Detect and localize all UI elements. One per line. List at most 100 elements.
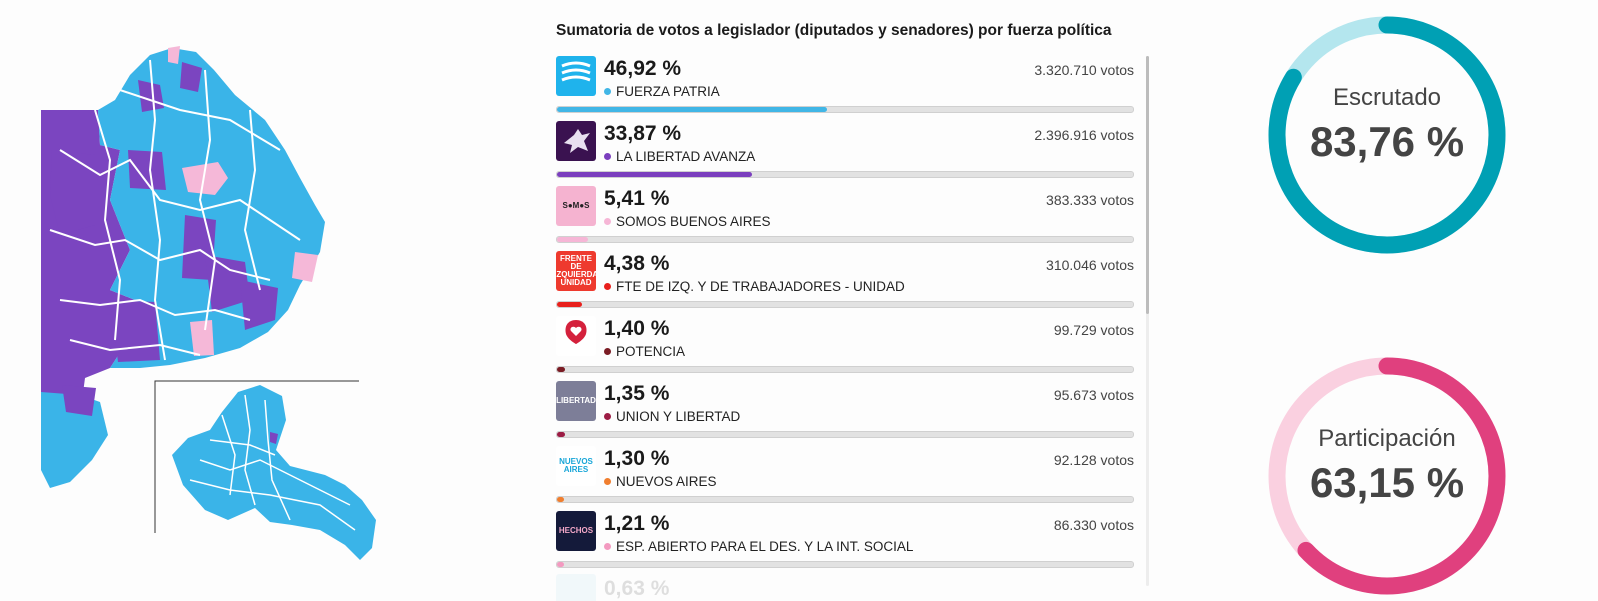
party-votes: 383.333 votos [1046, 192, 1134, 208]
party-name: LA LIBERTAD AVANZA [604, 149, 755, 164]
party-bar-track [556, 301, 1134, 308]
map-pink-center [182, 162, 228, 195]
list-scrollbar[interactable] [1146, 56, 1149, 586]
nuevos-aires-logo-icon: NUEVOS AIRES [556, 446, 596, 486]
party-bar [557, 302, 583, 307]
party-bar-track [556, 106, 1134, 113]
party-percentage: 1,40 % [604, 317, 670, 340]
party-row-partial[interactable]: 0,63 % [556, 574, 1134, 601]
party-bar [557, 237, 589, 242]
map-pink-north [168, 46, 180, 64]
party-percentage: 46,92 % [604, 57, 682, 80]
party-name-text: UNION Y LIBERTAD [616, 409, 741, 424]
party-name-text: ESP. ABIERTO PARA EL DES. Y LA INT. SOCI… [616, 539, 914, 554]
party-name-text: FUERZA PATRIA [616, 84, 720, 99]
party-name: FUERZA PATRIA [604, 84, 720, 99]
party-row[interactable]: HECHOS 1,21 % 86.330 votos ESP. ABIERTO PAR… [556, 509, 1134, 574]
party-bar [557, 172, 753, 177]
escrutado-label: Escrutado [1332, 84, 1442, 111]
fuerza-patria-logo-icon [556, 56, 596, 96]
gba-inset-map[interactable] [154, 380, 376, 560]
escrutado-gauge-arc [1268, 16, 1506, 254]
party-percentage: 1,21 % [604, 512, 670, 535]
party-color-dot [604, 413, 611, 420]
inset-blue-area [172, 385, 376, 560]
party-name-text: POTENCIA [616, 344, 686, 359]
party-bar [557, 367, 566, 372]
party-bar-track [556, 366, 1134, 373]
map-pink-south [190, 320, 214, 356]
party-bar-track [556, 561, 1134, 568]
party-name: FTE DE IZQ. Y DE TRABAJADORES - UNIDAD [604, 279, 905, 294]
map-purple-se [205, 255, 250, 312]
libertad-avanza-logo-icon [556, 121, 596, 161]
party-results-list[interactable]: 46,92 % 3.320.710 votos FUERZA PATRIA 33,87… [556, 54, 1134, 601]
party-name-text: SOMOS BUENOS AIRES [616, 214, 771, 229]
party-row[interactable]: 1,40 % 99.729 votos POTENCIA [556, 314, 1134, 379]
party-percentage: 5,41 % [604, 187, 670, 210]
party-color-dot [604, 88, 611, 95]
party-votes: 86.330 votos [1053, 517, 1134, 533]
participacion-gauge-arc [1268, 357, 1506, 595]
party-votes: 95.673 votos [1053, 387, 1134, 403]
party-votes: 3.320.710 votos [1034, 62, 1134, 78]
party-votes: 99.729 votos [1053, 322, 1134, 338]
party-bar-track [556, 236, 1134, 243]
participacion-label: Participación [1318, 425, 1456, 452]
party-bar-track [556, 431, 1134, 438]
map-purple-coast [240, 280, 278, 330]
party-row[interactable]: NUEVOS AIRES 1,30 % 92.128 votos NUEVOS AIR… [556, 444, 1134, 509]
party-percentage: 0,63 % [604, 577, 670, 600]
party-color-dot [604, 218, 611, 225]
party-bar [557, 562, 564, 567]
party-row[interactable]: LIBERTAD 1,35 % 95.673 votos UNION Y LIBERT… [556, 379, 1134, 444]
party-bar [557, 107, 828, 112]
party-name: UNION Y LIBERTAD [604, 409, 740, 424]
party-bar [557, 497, 565, 502]
main-province-map[interactable] [41, 46, 325, 488]
hechos-logo-icon: HECHOS [556, 511, 596, 551]
party-percentage: 4,38 % [604, 252, 670, 275]
party-name: ESP. ABIERTO PARA EL DES. Y LA INT. SOCI… [604, 539, 913, 554]
map-district-borders [49, 59, 301, 361]
party-color-dot [604, 283, 611, 290]
results-panel: Sumatoria de votos a legislador (diputad… [556, 0, 1168, 601]
inset-borders [189, 394, 356, 531]
party-color-dot [604, 348, 611, 355]
map-purple-center [50, 150, 95, 235]
party-name: POTENCIA [604, 344, 685, 359]
party-color-dot [604, 478, 611, 485]
list-scrollbar-thumb[interactable] [1146, 56, 1149, 314]
map-purple-north [128, 150, 166, 190]
participacion-value: 63,15 % [1309, 459, 1465, 506]
union-libertad-logo-icon: LIBERTAD [556, 381, 596, 421]
party-bar-track [556, 171, 1134, 178]
map-purple-ne [180, 62, 202, 92]
party-name: SOMOS BUENOS AIRES [604, 214, 771, 229]
party-color-dot [604, 153, 611, 160]
party-name-text: FTE DE IZQ. Y DE TRABAJADORES - UNIDAD [616, 279, 905, 294]
escrutado-gauge: Escrutado 83,76 % [1262, 10, 1512, 260]
party-votes: 2.396.916 votos [1034, 127, 1134, 143]
province-results-map[interactable] [0, 40, 400, 580]
party-row[interactable]: 33,87 % 2.396.916 votos LA LIBERTAD AVANZA [556, 119, 1134, 184]
party-votes: 310.046 votos [1046, 257, 1134, 273]
party-name-text: LA LIBERTAD AVANZA [616, 149, 756, 164]
map-pink-coast [292, 252, 318, 282]
party-bar [557, 432, 565, 437]
party-votes: 92.128 votos [1053, 452, 1134, 468]
panel-title: Sumatoria de votos a legislador (diputad… [556, 22, 1112, 39]
party-name-text: NUEVOS AIRES [616, 474, 717, 489]
party-row[interactable]: FRENTE DE IZQUIERDA UNIDAD 4,38 % 310.046 … [556, 249, 1134, 314]
map-blue-southwest [41, 392, 108, 488]
participacion-gauge: Participación 63,15 % [1262, 351, 1512, 601]
inset-purple-spot [270, 432, 278, 444]
party-name: NUEVOS AIRES [604, 474, 717, 489]
partial-logo-icon [556, 574, 596, 601]
party-color-dot [604, 543, 611, 550]
party-percentage: 33,87 % [604, 122, 682, 145]
party-bar-track [556, 496, 1134, 503]
party-row[interactable]: 46,92 % 3.320.710 votos FUERZA PATRIA [556, 54, 1134, 119]
party-row[interactable]: S●M●S 5,41 % 383.333 votos SOMOS BUENOS AIR… [556, 184, 1134, 249]
escrutado-value: 83,76 % [1309, 118, 1465, 165]
